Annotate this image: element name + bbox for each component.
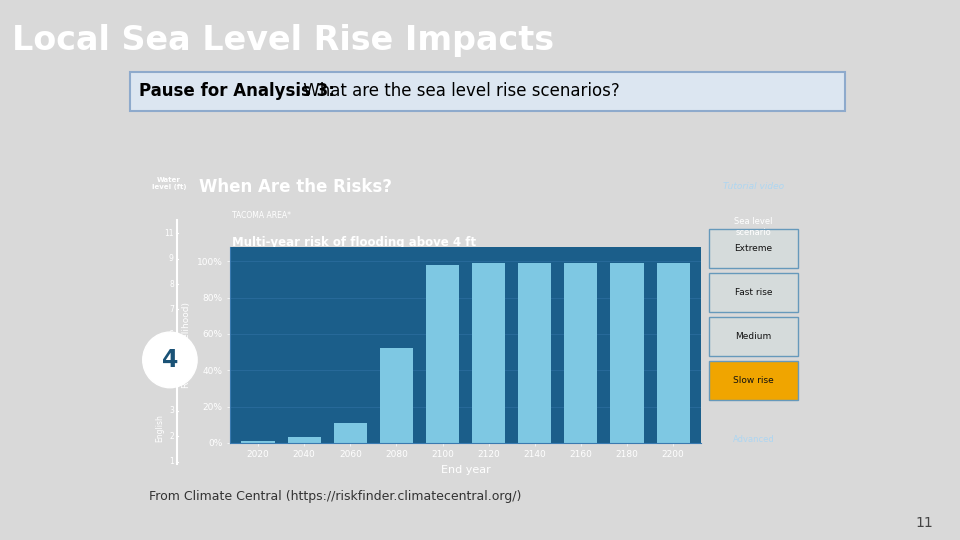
Text: Sea level
scenario: Sea level scenario bbox=[734, 217, 773, 237]
Bar bbox=[611, 263, 643, 443]
FancyBboxPatch shape bbox=[709, 317, 798, 356]
Text: 7: 7 bbox=[169, 305, 174, 314]
FancyBboxPatch shape bbox=[709, 273, 798, 312]
Bar bbox=[657, 263, 689, 443]
Text: 11: 11 bbox=[164, 229, 174, 238]
Text: Risk of at least one flood from 2016 through each year shown: Risk of at least one flood from 2016 thr… bbox=[232, 270, 492, 279]
Text: Fast rise: Fast rise bbox=[734, 288, 773, 297]
Bar bbox=[334, 423, 367, 443]
Text: Extreme: Extreme bbox=[734, 244, 773, 253]
Text: From Climate Central (https://riskfinder.climatecentral.org/): From Climate Central (https://riskfinder… bbox=[149, 490, 521, 503]
X-axis label: End year: End year bbox=[441, 465, 491, 475]
Bar bbox=[380, 348, 413, 443]
Text: 5: 5 bbox=[169, 356, 174, 364]
Text: 6: 6 bbox=[169, 330, 174, 339]
Text: English: English bbox=[155, 414, 164, 442]
Y-axis label: Risk (% Likelihood): Risk (% Likelihood) bbox=[182, 302, 191, 388]
Bar bbox=[288, 437, 321, 443]
Text: Slow rise: Slow rise bbox=[733, 376, 774, 385]
Text: 1: 1 bbox=[169, 457, 174, 466]
Text: Tutorial video: Tutorial video bbox=[723, 183, 783, 191]
Text: Water
level (ft): Water level (ft) bbox=[152, 177, 186, 190]
Bar bbox=[242, 441, 275, 443]
Text: Pause for Analysis 3:: Pause for Analysis 3: bbox=[139, 82, 335, 100]
FancyBboxPatch shape bbox=[709, 361, 798, 400]
Text: What are the sea level rise scenarios?: What are the sea level rise scenarios? bbox=[298, 82, 619, 100]
Bar bbox=[564, 263, 597, 443]
Text: 4: 4 bbox=[161, 348, 179, 372]
Text: 4: 4 bbox=[169, 381, 174, 390]
FancyBboxPatch shape bbox=[130, 72, 845, 111]
Text: 3: 3 bbox=[169, 407, 174, 415]
FancyBboxPatch shape bbox=[709, 229, 798, 268]
Text: Medium: Medium bbox=[735, 332, 772, 341]
Text: 2: 2 bbox=[169, 432, 174, 441]
Circle shape bbox=[143, 332, 197, 388]
Text: 8: 8 bbox=[169, 280, 174, 289]
Text: Advanced: Advanced bbox=[732, 435, 775, 444]
Bar bbox=[426, 265, 459, 443]
Text: When Are the Risks?: When Are the Risks? bbox=[199, 178, 392, 196]
Bar bbox=[472, 263, 505, 443]
Bar bbox=[518, 263, 551, 443]
Text: TACOMA AREA*: TACOMA AREA* bbox=[232, 211, 291, 220]
Text: 9: 9 bbox=[169, 254, 174, 264]
Text: Multi-year risk of flooding above 4 ft: Multi-year risk of flooding above 4 ft bbox=[232, 235, 476, 249]
Text: Local Sea Level Rise Impacts: Local Sea Level Rise Impacts bbox=[12, 24, 554, 57]
Text: 11: 11 bbox=[916, 516, 933, 530]
